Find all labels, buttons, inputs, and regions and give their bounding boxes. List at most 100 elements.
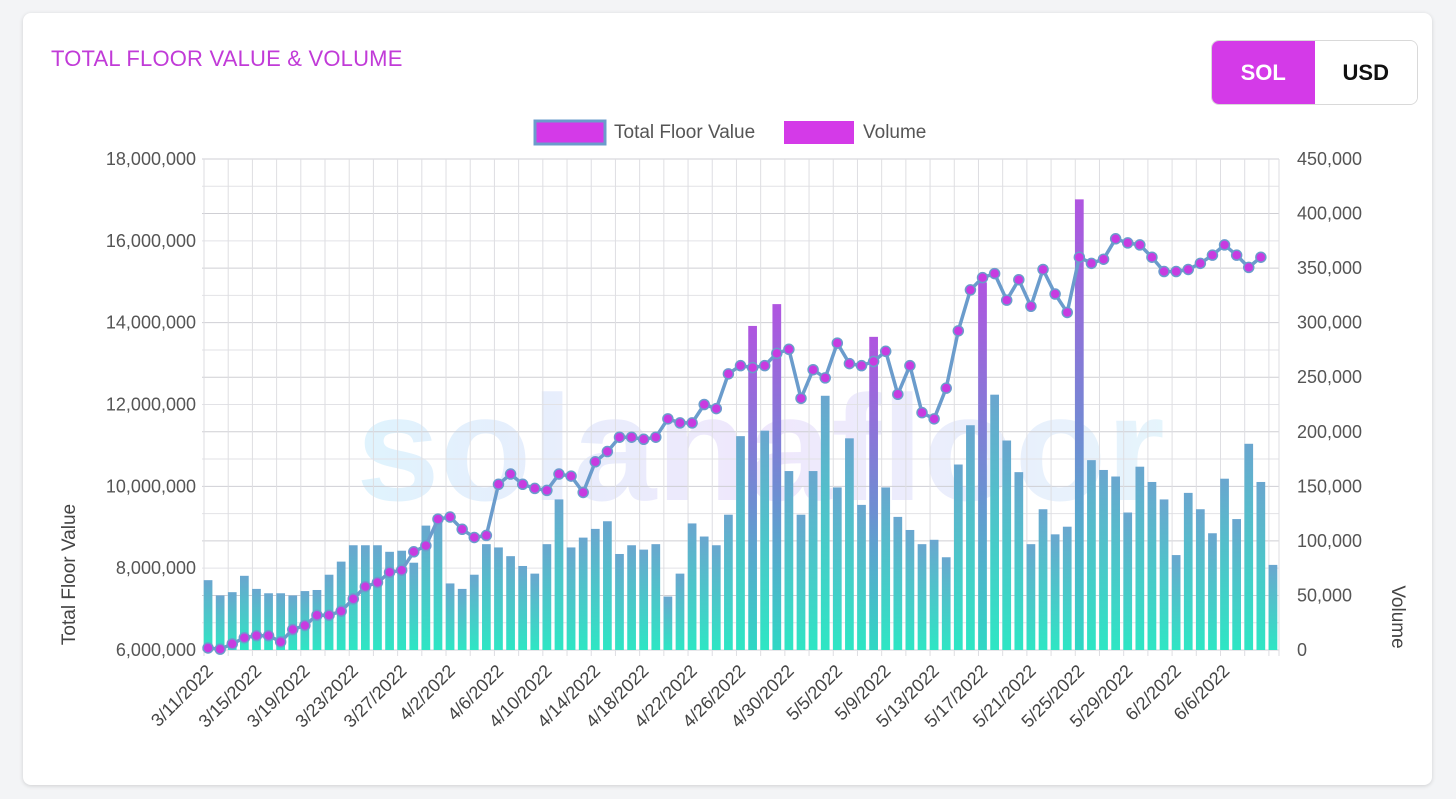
floor-value-point[interactable] — [613, 431, 626, 443]
floor-value-point[interactable] — [408, 546, 420, 558]
volume-bar[interactable] — [917, 544, 927, 650]
currency-toggle[interactable]: SOL USD — [1211, 40, 1418, 105]
volume-bar[interactable] — [494, 547, 503, 650]
floor-value-point[interactable] — [928, 413, 940, 425]
volume-bar[interactable] — [808, 471, 818, 650]
volume-bar[interactable] — [1208, 533, 1217, 650]
volume-bar[interactable] — [1147, 481, 1157, 650]
volume-bar[interactable] — [1220, 478, 1229, 650]
volume-bar[interactable] — [397, 550, 407, 650]
floor-value-point[interactable] — [964, 284, 977, 296]
floor-value-point[interactable] — [1109, 233, 1122, 245]
floor-value-point[interactable] — [589, 456, 602, 468]
volume-bar[interactable] — [373, 545, 382, 650]
floor-value-point[interactable] — [1134, 239, 1146, 251]
floor-value-point[interactable] — [831, 337, 844, 349]
volume-bar[interactable] — [699, 536, 709, 650]
floor-value-point[interactable] — [952, 325, 965, 337]
volume-bar[interactable] — [687, 523, 697, 650]
volume-bar[interactable] — [578, 537, 588, 650]
volume-bar[interactable] — [1002, 440, 1012, 650]
floor-value-point[interactable] — [1049, 288, 1061, 300]
volume-bar[interactable] — [941, 557, 951, 650]
floor-value-point[interactable] — [758, 359, 771, 372]
volume-bar[interactable] — [651, 544, 661, 650]
floor-value-point[interactable] — [843, 357, 856, 370]
volume-bar[interactable] — [1050, 534, 1060, 650]
volume-bar[interactable] — [1159, 499, 1169, 650]
floor-value-point[interactable] — [674, 417, 686, 429]
volume-bar[interactable] — [1195, 509, 1205, 650]
floor-value-point[interactable] — [1013, 273, 1025, 286]
floor-value-point[interactable] — [904, 359, 916, 372]
floor-value-point[interactable] — [335, 605, 347, 617]
volume-bar[interactable] — [252, 588, 261, 650]
volume-bar[interactable] — [772, 304, 782, 650]
floor-value-point[interactable] — [855, 359, 868, 372]
volume-bar[interactable] — [1074, 199, 1084, 651]
floor-value-point[interactable] — [311, 609, 323, 621]
floor-value-point[interactable] — [395, 564, 408, 576]
floor-value-point[interactable] — [1158, 265, 1170, 278]
volume-bar[interactable] — [1087, 460, 1096, 650]
volume-bar[interactable] — [711, 545, 721, 650]
floor-value-point[interactable] — [420, 539, 432, 552]
floor-value-point[interactable] — [480, 529, 493, 542]
volume-bar[interactable] — [421, 525, 431, 650]
volume-bar[interactable] — [469, 574, 479, 650]
floor-value-point[interactable] — [892, 388, 904, 401]
volume-bar[interactable] — [1244, 443, 1254, 650]
volume-bar[interactable] — [1171, 555, 1181, 650]
volume-bar[interactable] — [1123, 512, 1133, 650]
volume-bar[interactable] — [1256, 481, 1266, 650]
floor-value-point[interactable] — [710, 402, 723, 415]
floor-value-point[interactable] — [734, 359, 747, 372]
volume-bar[interactable] — [1099, 469, 1108, 650]
floor-value-point[interactable] — [516, 478, 529, 491]
floor-value-point[interactable] — [553, 468, 565, 480]
volume-bar[interactable] — [1026, 544, 1036, 650]
volume-bar[interactable] — [639, 549, 649, 650]
floor-value-point[interactable] — [383, 566, 396, 579]
legend-label-floor-value[interactable]: Total Floor Value — [614, 122, 755, 143]
floor-value-point[interactable] — [1085, 257, 1098, 270]
volume-bar[interactable] — [1062, 526, 1072, 650]
floor-value-point[interactable] — [214, 643, 226, 655]
volume-bar[interactable] — [457, 588, 467, 650]
volume-bar[interactable] — [857, 504, 866, 650]
floor-value-point[interactable] — [650, 431, 662, 443]
volume-bar[interactable] — [978, 282, 987, 650]
volume-bar[interactable] — [675, 573, 685, 650]
floor-value-point[interactable] — [299, 619, 311, 632]
floor-value-point[interactable] — [771, 347, 783, 360]
floor-value-point[interactable] — [371, 576, 384, 589]
usd-button[interactable]: USD — [1314, 41, 1417, 104]
volume-bar[interactable] — [748, 325, 757, 650]
floor-value-point[interactable] — [262, 629, 275, 642]
volume-bar[interactable] — [929, 539, 939, 650]
floor-value-point[interactable] — [250, 629, 263, 642]
floor-value-point[interactable] — [722, 368, 735, 380]
floor-value-point[interactable] — [637, 433, 650, 446]
floor-value-point[interactable] — [1255, 251, 1267, 263]
volume-bar[interactable] — [663, 596, 673, 650]
volume-bar[interactable] — [264, 593, 273, 650]
floor-value-point[interactable] — [1206, 249, 1219, 261]
volume-bar[interactable] — [590, 528, 600, 650]
volume-bar[interactable] — [1135, 466, 1145, 650]
floor-value-point[interactable] — [1121, 237, 1134, 249]
sol-button[interactable]: SOL — [1212, 41, 1315, 104]
floor-value-point[interactable] — [468, 531, 481, 544]
volume-bar[interactable] — [893, 516, 903, 650]
volume-bar[interactable] — [627, 545, 636, 650]
floor-value-point[interactable] — [577, 486, 589, 499]
floor-value-point[interactable] — [359, 580, 372, 593]
volume-bar[interactable] — [542, 544, 552, 650]
volume-bar[interactable] — [239, 575, 249, 650]
floor-value-point[interactable] — [529, 482, 541, 495]
floor-value-point[interactable] — [1242, 261, 1255, 274]
floor-value-point[interactable] — [1000, 294, 1013, 306]
floor-value-point[interactable] — [867, 355, 880, 368]
volume-bar[interactable] — [869, 336, 878, 650]
volume-bar[interactable] — [1038, 509, 1048, 650]
